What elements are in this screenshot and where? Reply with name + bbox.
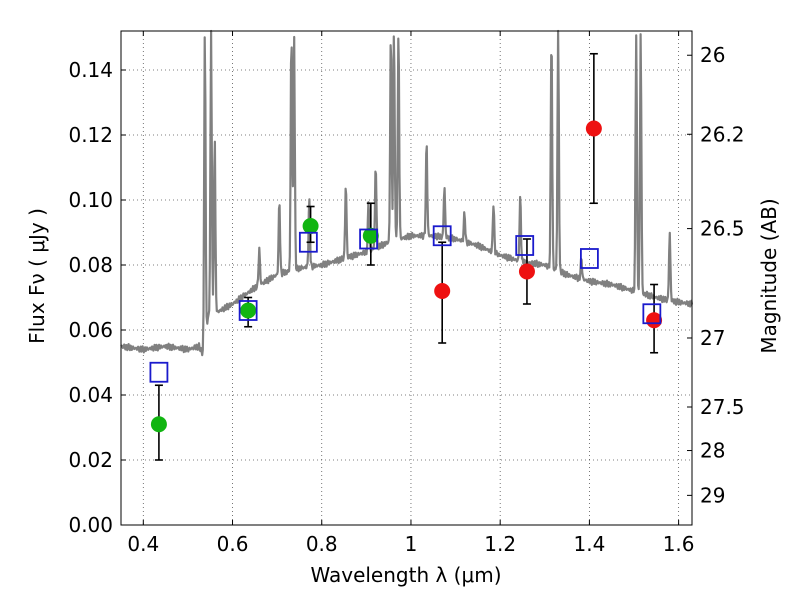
x-tick-label: 1.4 xyxy=(573,532,605,556)
model-square-point xyxy=(238,300,258,321)
model-square-point xyxy=(579,248,599,269)
y-tick-label: 0.12 xyxy=(68,123,113,147)
green-data-point xyxy=(362,227,379,244)
model-square-point xyxy=(642,303,662,325)
tick-labels: 0.4 0.6 0.8 1 1.2 1.4 1.6 0.00 0.02 0.04 0.06 0.08 0… xyxy=(68,43,744,556)
right-tick-label: 26.5 xyxy=(700,217,745,241)
right-tick-label: 26 xyxy=(700,43,725,67)
red-data-point xyxy=(434,283,451,299)
y-tick-label: 0.10 xyxy=(68,188,113,212)
right-axis-title: Magnitude (AB) xyxy=(757,198,781,353)
green-data-point xyxy=(302,218,319,234)
right-tick-label: 29 xyxy=(700,483,725,507)
x-tick-label: 1.6 xyxy=(663,532,695,556)
y-tick-label: 0.02 xyxy=(68,448,113,472)
y-tick-label: 0.08 xyxy=(68,253,113,277)
model-square-point xyxy=(298,231,318,253)
y-axis-title: Flux Fν ( μJy ) xyxy=(25,208,49,344)
model-spectrum xyxy=(120,29,694,357)
x-tick-label: 1.2 xyxy=(484,532,516,556)
model-square-point xyxy=(149,361,169,383)
plot-frame xyxy=(120,30,693,526)
x-tick-label: 0.8 xyxy=(306,532,338,556)
error-bars xyxy=(154,52,659,461)
green-data-point xyxy=(240,302,257,319)
spectrum-line xyxy=(120,29,694,357)
red-data-point xyxy=(646,312,663,329)
x-tick-label: 0.4 xyxy=(127,532,159,556)
axis-ticks xyxy=(121,31,692,526)
model-square-point xyxy=(359,228,378,250)
right-tick-label: 26.2 xyxy=(700,122,745,146)
y-tick-label: 0.04 xyxy=(68,383,113,407)
model-square-point xyxy=(432,225,452,247)
right-tick-label: 27.5 xyxy=(700,395,745,419)
right-tick-label: 28 xyxy=(700,439,725,463)
x-tick-label: 1 xyxy=(405,532,418,556)
right-tick-label: 27 xyxy=(700,326,725,350)
data-markers xyxy=(149,120,663,433)
model-square-point xyxy=(515,235,535,256)
x-tick-label: 0.6 xyxy=(217,532,249,556)
red-data-point xyxy=(518,263,535,280)
x-axis-title: Wavelength λ (μm) xyxy=(310,563,501,587)
green-data-point xyxy=(150,416,167,433)
red-data-point xyxy=(585,120,602,137)
y-tick-label: 0.14 xyxy=(68,58,113,82)
y-tick-label: 0.00 xyxy=(68,513,113,537)
y-tick-label: 0.06 xyxy=(68,318,113,342)
